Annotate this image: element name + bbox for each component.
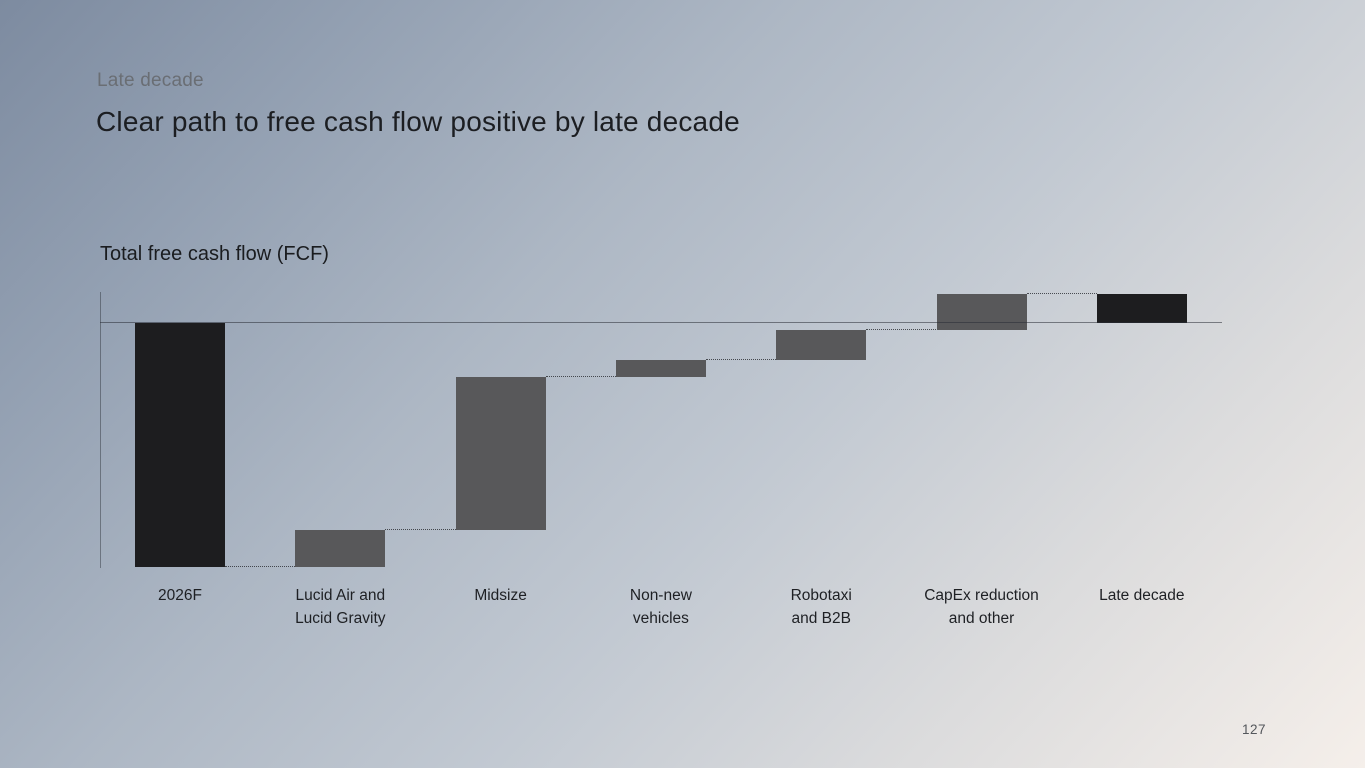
y-axis-line xyxy=(100,292,101,568)
waterfall-connector-2 xyxy=(385,529,456,531)
waterfall-connector-3 xyxy=(545,375,616,377)
category-label-5: Robotaxi and B2B xyxy=(790,587,852,627)
waterfall-bar-5 xyxy=(776,330,867,360)
zero-baseline xyxy=(100,322,1222,323)
category-label-2: Lucid Air and Lucid Gravity xyxy=(295,587,386,627)
waterfall-bar-2 xyxy=(295,530,386,567)
category-label-6: CapEx reduction and other xyxy=(924,587,1039,627)
page-number: 127 xyxy=(1241,722,1266,737)
waterfall-bar-4 xyxy=(615,359,706,377)
eyebrow-label: Late decade xyxy=(97,70,204,91)
waterfall-connector-6 xyxy=(1026,292,1097,294)
waterfall-bar-7 xyxy=(1096,293,1187,323)
page-title: Clear path to free cash flow positive by… xyxy=(96,106,740,137)
category-label-3: Midsize xyxy=(474,587,527,604)
chart-title: Total free cash flow (FCF) xyxy=(100,243,329,265)
waterfall-connector-5 xyxy=(866,329,937,331)
category-label-1: 2026F xyxy=(158,587,202,604)
waterfall-connector-4 xyxy=(705,358,777,360)
waterfall-connector-1 xyxy=(225,566,296,567)
category-label-4: Non-new vehicles xyxy=(629,587,692,627)
waterfall-bar-1 xyxy=(135,323,225,567)
category-label-7: Late decade xyxy=(1099,587,1185,604)
waterfall-bar-3 xyxy=(455,376,546,531)
waterfall-bar-6 xyxy=(936,293,1027,331)
